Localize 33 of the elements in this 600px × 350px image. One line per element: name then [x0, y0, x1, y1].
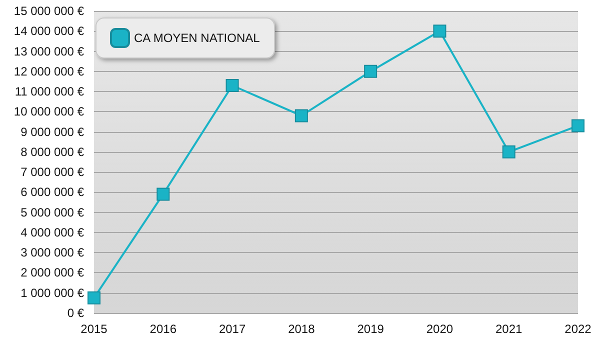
y-tick-label: 0 €	[67, 306, 84, 320]
y-tick-label: 10 000 000 €	[14, 104, 84, 119]
y-tick-label: 11 000 000 €	[14, 84, 84, 99]
point	[502, 145, 516, 158]
y-tick-label: 9 000 000 €	[20, 124, 84, 139]
point	[433, 24, 446, 38]
legend-label: CA MOYEN NATIONAL	[134, 31, 260, 45]
y-tick-label: 8 000 000 €	[20, 144, 84, 159]
y-tick-label: 13 000 000 €	[14, 44, 84, 58]
y-tick-label: 5 000 000 €	[20, 205, 84, 220]
x-tick-label: 2022	[564, 322, 592, 336]
y-tick-label: 2 000 000 €	[20, 266, 84, 280]
point	[88, 291, 100, 304]
point	[156, 188, 170, 201]
y-tick-label: 4 000 000 €	[20, 225, 84, 240]
point	[226, 78, 239, 92]
y-tick-label: 15 000 000 €	[14, 4, 84, 18]
y-tick-label: 3 000 000 €	[20, 246, 84, 260]
y-tick-label: 14 000 000 €	[14, 24, 84, 38]
point	[572, 119, 584, 132]
y-tick-label: 7 000 000 €	[20, 165, 84, 180]
x-tick-label: 2019	[357, 322, 384, 336]
x-tick-label: 2020	[426, 322, 454, 336]
x-tick-label: 2018	[288, 322, 316, 336]
y-tick-label: 6 000 000 €	[20, 185, 84, 200]
y-tick-label: 12 000 000 €	[14, 64, 84, 78]
x-tick-label: 2016	[150, 322, 177, 336]
point	[294, 109, 308, 122]
x-tick-label: 2015	[80, 322, 108, 336]
x-tick-label: 2021	[496, 322, 523, 336]
y-tick-label: 1 000 000 €	[20, 286, 84, 300]
x-tick-label: 2017	[218, 322, 246, 336]
point	[364, 64, 378, 78]
